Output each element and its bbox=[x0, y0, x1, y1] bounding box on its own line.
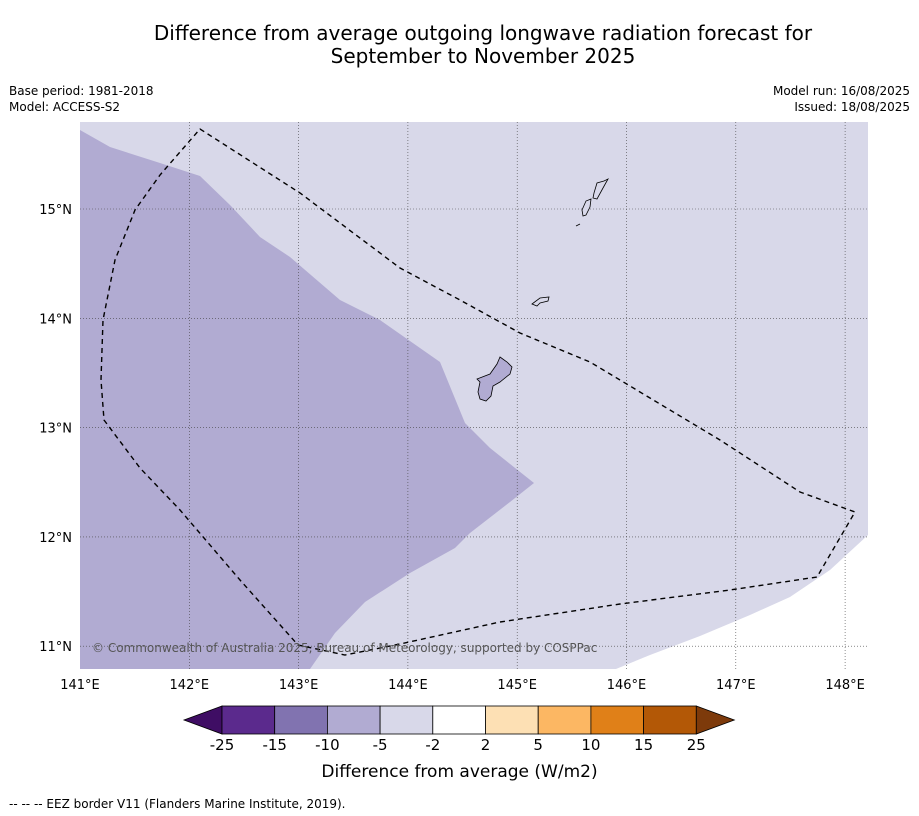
colorbar-label: Difference from average (W/m2) bbox=[321, 762, 598, 782]
saipan-island bbox=[592, 178, 609, 200]
lon-tick-label: 141°E bbox=[60, 678, 100, 693]
colorbar-tick-label: -5 bbox=[372, 736, 388, 754]
colorbar-segment bbox=[537, 705, 592, 735]
model-name: Model: ACCESS-S2 bbox=[9, 100, 121, 114]
colorbar-segment bbox=[485, 705, 539, 735]
colorbar-tick-label: 15 bbox=[634, 736, 654, 754]
footnote: -- -- -- EEZ border V11 (Flanders Marine… bbox=[9, 797, 346, 811]
colorbar-segment bbox=[326, 705, 381, 735]
anomaly-area-neutral bbox=[616, 535, 868, 669]
lon-tick-label: 147°E bbox=[716, 678, 756, 693]
lat-tick-label: 13°N bbox=[39, 422, 72, 437]
colorbar-extend-high bbox=[695, 705, 736, 735]
chart-title: Difference from average outgoing longwav… bbox=[60, 22, 906, 68]
anomaly-area-dark bbox=[80, 130, 534, 669]
colorbar-extend-low bbox=[182, 705, 223, 735]
colorbar-tick-label: 5 bbox=[533, 736, 543, 754]
model-run: Model run: 16/08/2025 bbox=[772, 84, 910, 98]
base-period: Base period: 1981-2018 bbox=[9, 84, 154, 98]
aguijan-island bbox=[575, 223, 581, 227]
colorbar-tick-label: -2 bbox=[425, 736, 441, 754]
colorbar-segment bbox=[643, 705, 697, 735]
lat-tick-label: 14°N bbox=[39, 312, 72, 327]
colorbar-tick-label: 25 bbox=[686, 736, 706, 754]
lat-tick-label: 12°N bbox=[39, 531, 72, 546]
colorbar-segment bbox=[432, 705, 486, 735]
eez-border bbox=[100, 128, 857, 656]
rota-island bbox=[531, 296, 550, 307]
axis-labels: 141°E 142°E 143°E 144°E 145°E 146°E 147°E 148°E… bbox=[39, 203, 865, 693]
colorbar-tick-label: 2 bbox=[480, 736, 491, 754]
guam-island bbox=[476, 356, 513, 402]
colorbar-tick-label: -15 bbox=[262, 736, 287, 754]
title-line-1: Difference from average outgoing longwav… bbox=[153, 21, 813, 45]
colorbar-segment bbox=[590, 705, 645, 735]
title-line-2: September to November 2025 bbox=[330, 44, 636, 68]
meta-right: Model run: 16/08/2025 Issued: 18/08/2025 bbox=[773, 83, 910, 115]
lon-tick-label: 148°E bbox=[825, 678, 865, 693]
colorbar-tick-label: -10 bbox=[315, 736, 340, 754]
lon-tick-label: 146°E bbox=[607, 678, 647, 693]
islands bbox=[476, 178, 609, 402]
colorbar-segment bbox=[274, 705, 328, 735]
lon-tick-label: 145°E bbox=[497, 678, 537, 693]
colorbar-segment bbox=[221, 705, 276, 735]
tinian-island bbox=[581, 198, 592, 217]
colorbar bbox=[182, 705, 736, 735]
copyright-notice: © Commonwealth of Australia 2025, Bureau… bbox=[92, 641, 598, 655]
colorbar-tick-label: 10 bbox=[581, 736, 601, 754]
gridlines bbox=[80, 122, 868, 669]
colorbar-tick-label: -25 bbox=[209, 736, 235, 754]
lat-tick-label: 11°N bbox=[39, 640, 72, 655]
meta-left: Base period: 1981-2018 Model: ACCESS-S2 bbox=[9, 83, 154, 115]
issued-date: Issued: 18/08/2025 bbox=[794, 100, 910, 114]
lat-tick-label: 15°N bbox=[39, 203, 72, 218]
lon-tick-label: 142°E bbox=[170, 678, 210, 693]
colorbar-segment bbox=[379, 705, 434, 735]
lon-tick-label: 143°E bbox=[279, 678, 319, 693]
lon-tick-label: 144°E bbox=[388, 678, 428, 693]
